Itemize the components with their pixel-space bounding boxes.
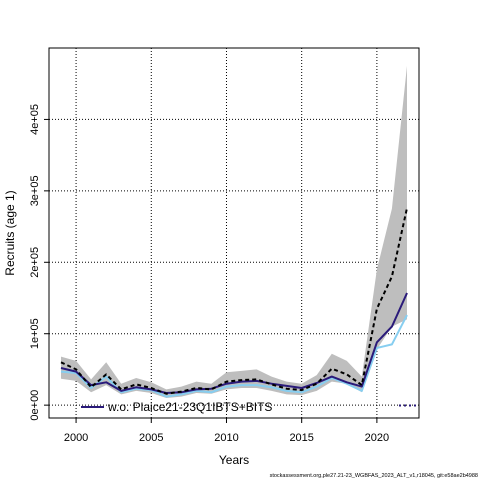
series-line-1 [60, 292, 408, 394]
legend-label-0: w.o. Plaice21-23Q1IBTS+BITS [107, 400, 272, 414]
x-tick-label-2: 2010 [214, 432, 238, 444]
series-line-0 [60, 207, 408, 395]
legend: w.o. Plaice21-23Q1IBTS+BITS [81, 400, 272, 414]
x-tick-label-1: 2005 [139, 432, 163, 444]
x-tick-label-3: 2015 [289, 432, 313, 444]
x-tick-label-4: 2020 [365, 432, 389, 444]
series-lines [60, 207, 408, 398]
x-tick-label-0: 2000 [64, 432, 88, 444]
y-tick-label-4: 4e+05 [29, 104, 41, 135]
y-tick-label-1: 1e+05 [29, 318, 41, 349]
x-axis: 2000 2005 2010 2015 2020 [64, 418, 389, 444]
y-tick-label-3: 3e+05 [29, 175, 41, 206]
y-axis: 0e+00 1e+05 2e+05 3e+05 4e+05 [29, 104, 49, 421]
y-tick-label-2: 2e+05 [29, 247, 41, 278]
grid-lines [49, 48, 419, 418]
plot-frame [48, 47, 420, 419]
y-tick-label-0: 0e+00 [29, 390, 41, 421]
confidence-band [61, 65, 407, 399]
x-axis-title: Years [219, 453, 249, 467]
y-axis-title: Recruits (age 1) [3, 190, 17, 275]
footer-text: stockassessment.org,ple27.21-23_WGBFAS_2… [270, 473, 478, 479]
